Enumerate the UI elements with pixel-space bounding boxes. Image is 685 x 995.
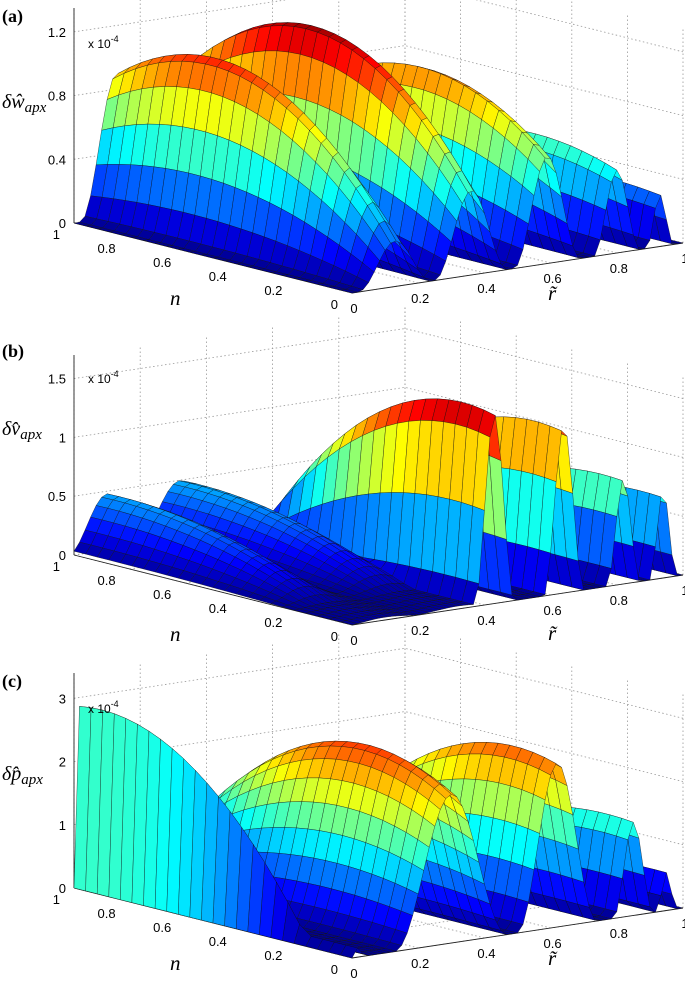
- surface-patch: [340, 289, 358, 294]
- r-tick-label: 0.8: [610, 926, 628, 941]
- z-axis-label-sub: apx: [21, 772, 43, 788]
- panel-label: (a): [2, 6, 23, 27]
- n-tick-label: 0.8: [98, 906, 116, 921]
- r-tick-label: 0.6: [544, 936, 562, 951]
- r-tick-label: 0.2: [411, 291, 429, 306]
- z-multiplier-exp: -4: [111, 369, 119, 379]
- z-axis-label-main: δv̂: [2, 418, 20, 440]
- n-tick-label: 0: [331, 629, 338, 644]
- z-axis-label-sub: apx: [25, 100, 47, 116]
- z-multiplier-exp: -4: [111, 34, 119, 44]
- z-axis-label-sub: apx: [20, 427, 42, 443]
- n-tick-label: 0.4: [209, 934, 227, 949]
- n-tick-label: 0.4: [209, 269, 227, 284]
- z-tick-label: 0.4: [48, 152, 66, 167]
- n-tick-label: 1: [53, 559, 60, 574]
- z-tick-label: 2: [59, 755, 66, 770]
- z-multiplier: x 10-4: [88, 369, 119, 386]
- r-tick-label: 0.4: [477, 281, 495, 296]
- n-tick-label: 0.2: [264, 948, 282, 963]
- n-tick-label: 0.8: [98, 241, 116, 256]
- z-multiplier-base: x 10: [88, 372, 111, 386]
- z-axis-label-main: δp̂: [2, 763, 21, 785]
- n-axis-label: n: [170, 286, 181, 310]
- panel-label: (b): [2, 341, 24, 362]
- z-tick-label: 3: [59, 691, 66, 706]
- z-multiplier: x 10-4: [88, 699, 119, 716]
- r-tick-label: 0.4: [477, 946, 495, 961]
- r-tick-label: 0.8: [610, 261, 628, 276]
- r-tick-label: 1: [681, 251, 685, 266]
- z-tick-label: 0.5: [48, 489, 66, 504]
- n-axis-label: n: [170, 622, 181, 646]
- r-tick-label: 1: [681, 583, 685, 598]
- grid-line-z: [73, 328, 684, 399]
- r-tick-label: 0.2: [411, 956, 429, 971]
- n-tick-label: 0.4: [209, 601, 227, 616]
- surface-mesh: [73, 706, 684, 959]
- r-tick-label: 0: [350, 633, 357, 648]
- r-tick-label: 0: [350, 301, 357, 316]
- grid-line-z: [73, 647, 684, 719]
- z-tick-label: 1.2: [48, 25, 66, 40]
- grid-line-z: [73, 0, 684, 53]
- r-tick-label: 0.2: [411, 623, 429, 638]
- n-tick-label: 1: [53, 892, 60, 907]
- surface-patch: [340, 620, 358, 625]
- r-tick-label: 0.6: [544, 271, 562, 286]
- n-tick-label: 0.2: [264, 283, 282, 298]
- r-tick-label: 0: [350, 966, 357, 981]
- z-axis-label: δv̂apx: [2, 418, 42, 443]
- r-tick-label: 0.6: [544, 603, 562, 618]
- z-tick-label: 1.5: [48, 372, 66, 387]
- surface-panel-a: 00.40.81.200.20.40.60.8100.20.40.60.81x …: [2, 0, 685, 316]
- n-tick-label: 0: [331, 962, 338, 977]
- n-tick-label: 0.6: [153, 920, 171, 935]
- z-axis-label: δp̂apx: [2, 763, 43, 788]
- n-tick-label: 0.6: [153, 255, 171, 270]
- z-multiplier-base: x 10: [88, 702, 111, 716]
- panel-label: (c): [2, 671, 22, 692]
- r-tick-label: 0.4: [477, 613, 495, 628]
- z-multiplier-exp: -4: [111, 699, 119, 709]
- z-tick-label: 0: [59, 881, 66, 896]
- z-multiplier: x 10-4: [88, 34, 119, 51]
- r-axis-label: r̃: [548, 621, 558, 645]
- surface-patch: [340, 944, 358, 959]
- z-tick-label: 0: [59, 216, 66, 231]
- surface-mesh: [73, 398, 684, 625]
- n-axis-label: n: [170, 951, 181, 975]
- surface-mesh: [73, 22, 684, 294]
- r-tick-label: 1: [681, 916, 685, 931]
- axis-line: [73, 554, 353, 626]
- z-tick-label: 1: [59, 818, 66, 833]
- n-tick-label: 0.6: [153, 587, 171, 602]
- z-axis-label: δŵapx: [2, 91, 47, 116]
- n-tick-label: 0: [331, 297, 338, 312]
- n-tick-label: 1: [53, 227, 60, 242]
- r-tick-label: 0.8: [610, 593, 628, 608]
- n-tick-label: 0.8: [98, 573, 116, 588]
- n-tick-label: 0.2: [264, 615, 282, 630]
- z-tick-label: 1: [59, 430, 66, 445]
- z-multiplier-base: x 10: [88, 37, 111, 51]
- r-axis-label: r̃: [548, 281, 558, 305]
- z-tick-label: 0.8: [48, 89, 66, 104]
- axis-line: [351, 242, 684, 294]
- r-axis-label: r̃: [548, 946, 558, 970]
- z-axis-label-main: δŵ: [2, 91, 25, 113]
- z-tick-label: 0: [59, 548, 66, 563]
